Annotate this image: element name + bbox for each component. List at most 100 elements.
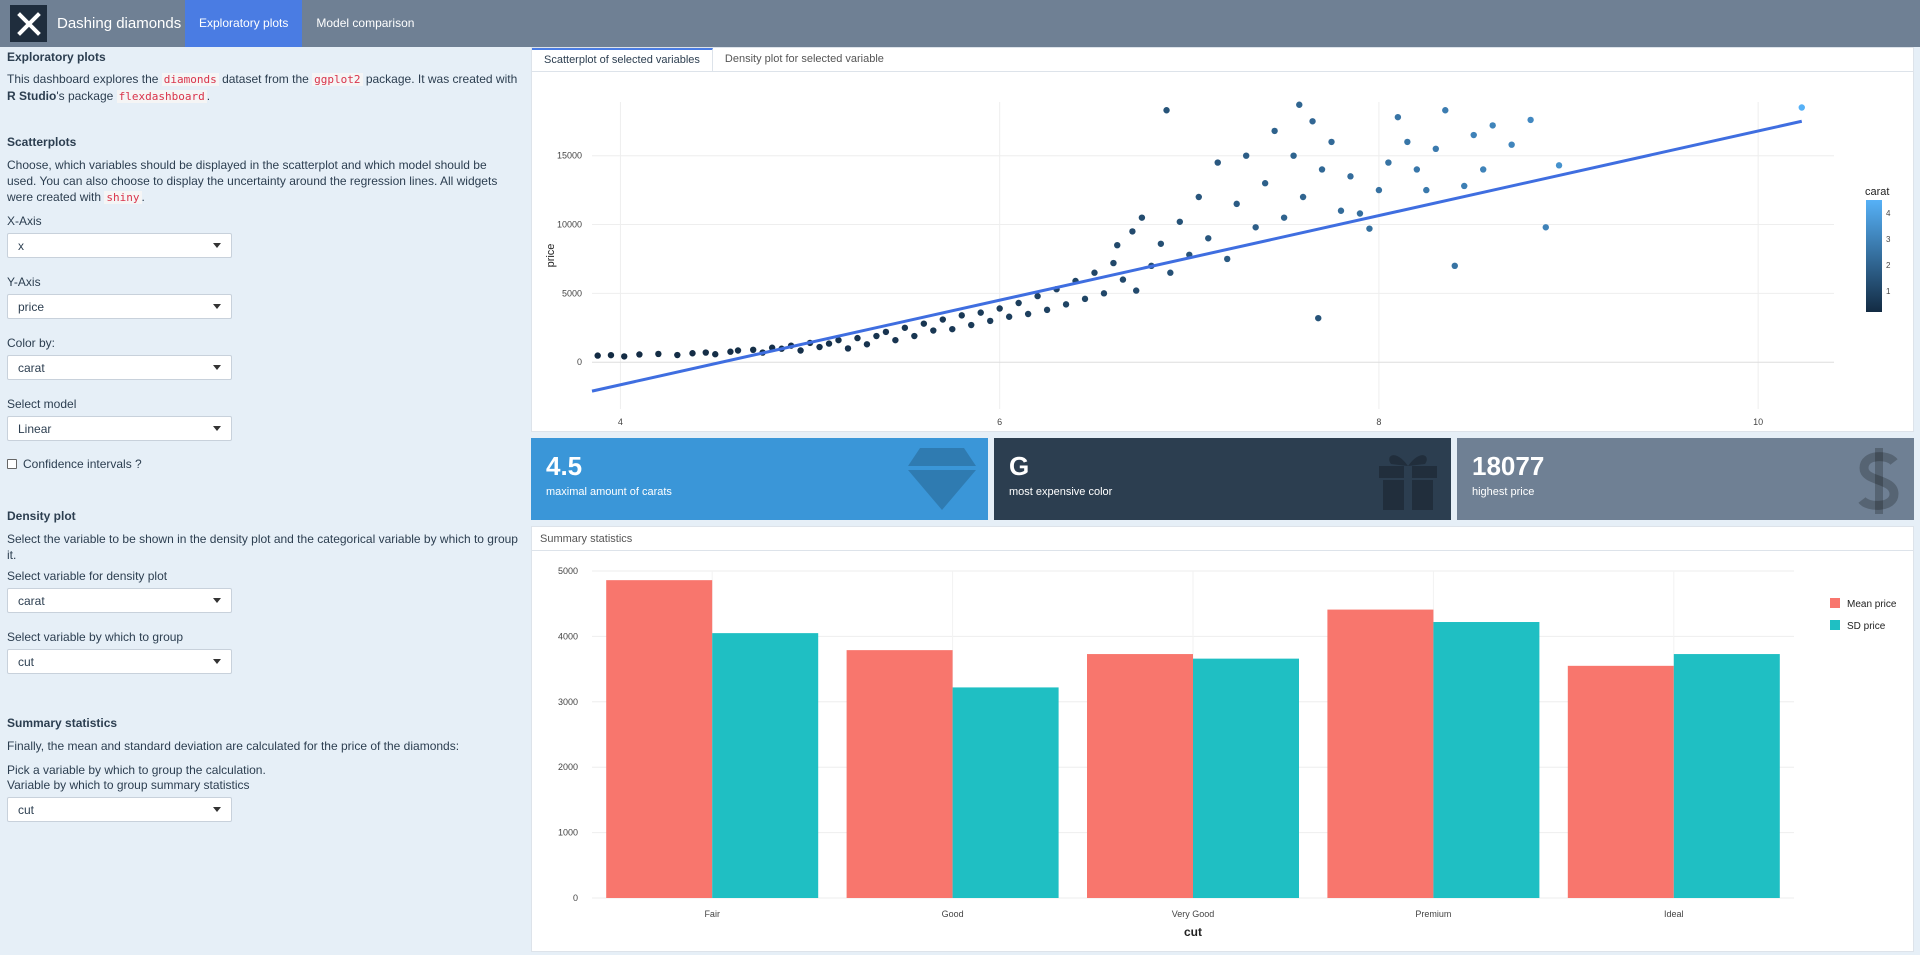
intro-text-part: This dashboard explores the <box>7 72 162 86</box>
scatter-point <box>1356 210 1364 217</box>
color-by-value: carat <box>18 360 45 375</box>
bar-sd-price <box>952 687 1059 898</box>
scatter-point <box>1470 131 1477 139</box>
rstudio-text: R Studio <box>7 89 57 103</box>
scatter-point <box>1432 145 1440 153</box>
scatter-point <box>1527 116 1534 124</box>
scatter-text-part: . <box>141 190 145 204</box>
scatter-point <box>986 317 994 325</box>
scatter-point <box>1133 287 1140 294</box>
y-axis-value: price <box>18 299 45 314</box>
scatter-point <box>702 349 709 356</box>
summary-bar-chart[interactable]: 0 1000 2000 3000 4000 5000 Fair Good Very Good Pr… <box>532 551 1913 951</box>
scatter-point <box>636 351 643 358</box>
scatter-point <box>1034 292 1041 300</box>
scatter-point <box>1138 214 1146 221</box>
scatter-point <box>1296 101 1303 108</box>
bar-mean-price <box>1327 609 1434 898</box>
scatter-point <box>1542 224 1549 231</box>
scatter-point <box>1480 166 1487 173</box>
scatter-point <box>1100 290 1108 297</box>
chevron-down-icon <box>213 659 221 664</box>
model-select[interactable]: Linear <box>7 416 232 441</box>
scatter-point <box>977 309 984 316</box>
scatter-point <box>1157 240 1165 247</box>
color-legend-title: carat <box>1865 186 1889 198</box>
chevron-down-icon <box>213 807 221 812</box>
scatter-point <box>1024 310 1032 318</box>
color-legend-bar <box>1866 200 1882 312</box>
density-var-label: Select variable for density plot <box>7 569 168 583</box>
density-group-select[interactable]: cut <box>7 649 232 674</box>
nav-tab-model-comparison[interactable]: Model comparison <box>316 16 415 30</box>
chevron-down-icon <box>213 598 221 603</box>
scatter-point <box>1252 224 1259 231</box>
summary-group-select[interactable]: cut <box>7 797 232 822</box>
model-label: Select model <box>7 397 77 411</box>
scatter-point <box>1318 166 1326 173</box>
color-legend-tick: 2 <box>1886 261 1891 270</box>
scatter-point <box>996 305 1003 312</box>
value-box-caption: maximal amount of carats <box>546 486 672 498</box>
x-logo-icon <box>16 11 41 36</box>
legend-swatch <box>1830 598 1840 608</box>
intro-text-part: dataset from the <box>218 72 313 86</box>
tab-density-plot[interactable]: Density plot for selected variable <box>724 53 884 65</box>
scatter-point <box>930 327 937 334</box>
scatter-point <box>844 345 852 352</box>
nav-tab-exploratory-plots[interactable]: Exploratory plots <box>185 0 303 47</box>
scatter-tabs: Scatterplot of selected variables Densit… <box>532 48 1913 72</box>
intro-text-part: 's package <box>56 89 117 103</box>
scatterplot-chart[interactable]: 46810050001000015000xpricecarat1234 <box>532 72 1913 447</box>
bar-mean-price <box>846 650 953 898</box>
scatter-point <box>1091 269 1098 276</box>
y-tick-label: 5000 <box>558 566 578 576</box>
confidence-intervals-row[interactable]: Confidence intervals ? <box>7 457 518 471</box>
code-ggplot2: ggplot2 <box>312 73 363 86</box>
gift-icon <box>1379 455 1437 510</box>
color-by-select[interactable]: carat <box>7 355 232 380</box>
sidebar: Exploratory plots This dashboard explore… <box>0 47 525 955</box>
y-axis-select[interactable]: price <box>7 294 232 319</box>
scatter-point <box>854 334 861 342</box>
chevron-down-icon <box>213 426 221 431</box>
x-tick-label: Good <box>942 909 964 919</box>
summary-panel-title: Summary statistics <box>532 527 1913 551</box>
scatter-point <box>1062 301 1070 308</box>
scatter-point <box>734 347 742 354</box>
scatter-point <box>1280 214 1288 221</box>
scatter-point <box>1404 138 1411 146</box>
scatter-point <box>968 321 975 329</box>
scatter-point <box>835 336 842 344</box>
bar-mean-price <box>1087 654 1193 898</box>
density-var-select[interactable]: carat <box>7 588 232 613</box>
density-heading: Density plot <box>7 509 76 523</box>
scatter-point <box>1451 262 1458 270</box>
scatter-point <box>939 316 946 323</box>
summary-pick-text: Pick a variable by which to group the ca… <box>7 763 266 777</box>
density-group-label: Select variable by which to group <box>7 630 184 644</box>
summary-text: Finally, the mean and standard deviation… <box>7 739 460 753</box>
scatter-point <box>1508 141 1515 148</box>
scatter-point <box>1129 228 1136 235</box>
chevron-down-icon <box>213 243 221 248</box>
y-tick-label: 1000 <box>558 828 578 838</box>
density-text: Select the variable to be shown in the d… <box>7 532 518 562</box>
y-tick-label: 2000 <box>558 762 578 772</box>
value-box-highest-price: 18077 highest price <box>1457 438 1914 520</box>
scatter-point <box>882 328 890 336</box>
x-axis-label: X-Axis <box>7 214 42 228</box>
scatter-point <box>1489 122 1496 129</box>
scatter-point <box>1015 299 1022 307</box>
tab-scatterplot[interactable]: Scatterplot of selected variables <box>532 48 713 71</box>
confidence-intervals-checkbox[interactable] <box>7 459 17 469</box>
scatter-point <box>749 346 757 354</box>
value-box-value: G <box>1009 451 1030 481</box>
scatter-point <box>1114 241 1121 249</box>
scatter-point <box>1005 313 1013 320</box>
scatter-point <box>712 351 719 358</box>
regression-line <box>591 119 1803 393</box>
x-axis-select[interactable]: x <box>7 233 232 258</box>
x-axis-title: cut <box>1184 925 1202 939</box>
color-legend-tick: 1 <box>1886 287 1891 296</box>
